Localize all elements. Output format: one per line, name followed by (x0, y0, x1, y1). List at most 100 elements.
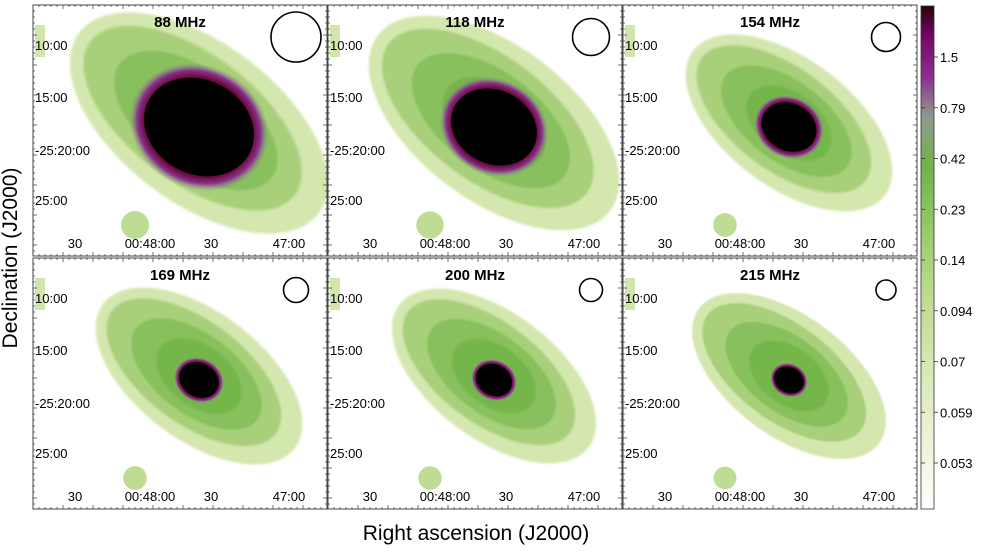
x-tick-label: 00:48:00 (420, 489, 471, 504)
x-tick-label: 30 (658, 489, 672, 504)
colorbar-tick-label: 0.14 (940, 253, 965, 268)
y-tick-label: 15:00 (35, 343, 68, 358)
core-source (774, 366, 804, 394)
point-source (713, 466, 737, 490)
y-tick-label: 10:00 (35, 291, 68, 306)
y-tick-label: 25:00 (330, 193, 363, 208)
x-tick-label: 00:48:00 (125, 489, 176, 504)
x-tick-label: 30 (68, 489, 82, 504)
y-tick-label: -25:20:00 (625, 396, 680, 411)
y-tick-label: 15:00 (35, 90, 68, 105)
edge-source (330, 25, 340, 57)
beam-circle (270, 11, 322, 63)
y-tick-label: -25:20:00 (35, 143, 90, 158)
y-tick-label: 10:00 (625, 291, 658, 306)
panel-frame (622, 257, 918, 510)
point-source (416, 211, 444, 239)
x-tick-label: 00:48:00 (715, 236, 766, 251)
beam-circle (875, 279, 897, 301)
tick-marks (328, 258, 622, 509)
x-tick-label: 30 (204, 236, 218, 251)
edge-source (625, 278, 635, 310)
colorbar-tick-label: 0.059 (940, 405, 973, 420)
x-tick-label: 47:00 (863, 489, 896, 504)
x-tick-label: 30 (363, 489, 377, 504)
colorbar-tick-label: 0.07 (940, 355, 965, 370)
panel-5: 200 MHz 10:00 15:00 -25:20:00 25:00 30 00:48:0… (327, 257, 623, 510)
beam-circle (578, 277, 604, 303)
y-tick-label: -25:20:00 (330, 143, 385, 158)
y-tick-label: 10:00 (330, 38, 363, 53)
colorbar-tick-label: 0.42 (940, 152, 965, 167)
x-tick-label: 30 (363, 236, 377, 251)
y-tick-label: 25:00 (625, 446, 658, 461)
x-tick-label: 30 (658, 236, 672, 251)
colorbar-tick-label: 0.23 (940, 202, 965, 217)
y-tick-label: 25:00 (35, 446, 68, 461)
panel-title: 154 MHz (740, 14, 800, 31)
x-tick-label: 30 (794, 489, 808, 504)
panel-title: 215 MHz (740, 267, 800, 284)
point-source (418, 466, 442, 490)
panel-6: 215 MHz 10:00 15:00 -25:20:00 25:00 30 00:48:0… (622, 257, 918, 510)
core-source (451, 88, 537, 166)
x-tick-label: 47:00 (568, 489, 601, 504)
panel-frame (327, 4, 623, 257)
x-tick-label: 30 (499, 236, 513, 251)
tick-marks (623, 258, 917, 509)
colorbar-gradient (920, 5, 935, 510)
panel-3: 154 MHz 10:00 15:00 -25:20:00 25:00 30 00:48:0… (622, 4, 918, 257)
panel-2: 118 MHz 10:00 15:00 -25:20:00 25:00 30 00:48:0… (327, 4, 623, 257)
y-tick-label: 25:00 (625, 193, 658, 208)
x-tick-label: 47:00 (273, 236, 306, 251)
y-tick-label: 15:00 (625, 343, 658, 358)
core-source (144, 77, 254, 177)
y-tick-label: 10:00 (330, 291, 363, 306)
core-source (475, 363, 513, 397)
x-tick-label: 30 (204, 489, 218, 504)
panel-frame (327, 257, 623, 510)
x-tick-label: 30 (499, 489, 513, 504)
y-tick-label: 25:00 (330, 446, 363, 461)
beam-circle (282, 276, 310, 304)
y-tick-label: 15:00 (625, 90, 658, 105)
y-tick-label: 15:00 (330, 343, 363, 358)
x-tick-label: 47:00 (273, 489, 306, 504)
x-tick-label: 00:48:00 (420, 236, 471, 251)
colorbar-tick-label: 0.094 (940, 304, 973, 319)
tick-marks (33, 258, 327, 509)
point-source (121, 211, 149, 239)
x-tick-label: 47:00 (568, 236, 601, 251)
tick-marks (623, 5, 917, 256)
core-source (761, 102, 817, 152)
x-tick-label: 30 (794, 236, 808, 251)
point-source (713, 213, 737, 237)
panel-1: 88 MHz 10:00 15:00 -25:20:00 25:00 30 00:48:00… (32, 4, 329, 257)
x-tick-label: 47:00 (863, 236, 896, 251)
edge-source (330, 278, 340, 310)
y-tick-label: -25:20:00 (625, 143, 680, 158)
panel-title: 88 MHz (154, 14, 206, 31)
y-tick-label: 15:00 (330, 90, 363, 105)
beam-circle (571, 17, 611, 57)
x-tick-label: 30 (68, 236, 82, 251)
beam-circle (870, 21, 902, 53)
tick-marks (328, 5, 622, 256)
x-axis-label: Right ascension (J2000) (363, 522, 589, 545)
point-source (123, 466, 147, 490)
tick-marks (33, 5, 327, 256)
colorbar-ticks: 1.5 0.79 0.42 0.23 0.14 0.094 0.07 0.059 0.053 (921, 50, 973, 471)
edge-source (35, 278, 45, 310)
panel-frame (32, 257, 328, 510)
edge-source (35, 25, 45, 57)
colorbar-tick-label: 0.053 (940, 456, 973, 471)
y-tick-label: 10:00 (625, 38, 658, 53)
colorbar-tick-label: 1.5 (940, 50, 958, 65)
y-axis-label: Declination (J2000) (0, 168, 22, 349)
panels-group: 88 MHz 10:00 15:00 -25:20:00 25:00 30 00:48:00… (32, 4, 918, 510)
y-tick-label: 10:00 (35, 38, 68, 53)
panel-frame (622, 4, 918, 257)
y-tick-label: 25:00 (35, 193, 68, 208)
y-tick-label: -25:20:00 (35, 396, 90, 411)
